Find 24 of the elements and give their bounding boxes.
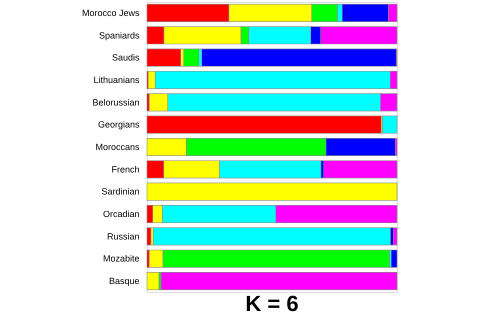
y-tick-label: Spaniards (98, 30, 140, 40)
y-tick-label: Morocco Jews (82, 8, 140, 18)
y-tick-label: Lithuanians (93, 74, 140, 85)
y-tick-label: Saudis (112, 52, 140, 63)
y-tick-label: Orcadian (102, 209, 140, 220)
bar (201, 48, 397, 67)
y-tick-label: Sardinian (101, 186, 140, 197)
bar (146, 272, 160, 290)
y-tick-label: Georgians (98, 120, 140, 130)
bar (183, 48, 200, 67)
y-tick-label: French (111, 164, 140, 174)
y-tick-label: Moroccans (95, 142, 140, 152)
bar (390, 250, 398, 268)
text: K = 6 (245, 291, 299, 316)
bar (152, 227, 391, 246)
y-tick-label: Mozabite (102, 254, 140, 264)
bar (146, 182, 398, 201)
bar (160, 272, 398, 290)
bar (393, 227, 398, 246)
y-tick-label: Belorussian (92, 97, 140, 108)
y-tick-label: Russian (106, 231, 140, 242)
bar (323, 160, 398, 178)
bar (146, 48, 182, 67)
y-tick-label: Basque (108, 276, 140, 286)
